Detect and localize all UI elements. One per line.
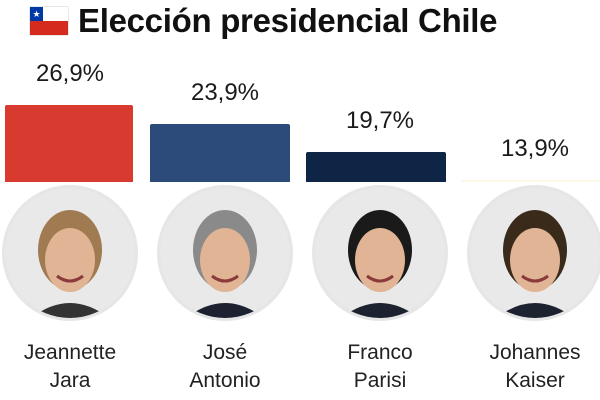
bar-2 [306, 152, 446, 182]
candidate-name: Johannes [489, 341, 581, 364]
candidate-portrait [467, 185, 600, 321]
bar-3 [461, 180, 600, 182]
bar-1 [150, 124, 290, 182]
candidate-portrait [2, 185, 138, 321]
candidate-name: José [202, 341, 248, 364]
candidate-portrait [312, 185, 448, 321]
title-text: Elección presidencial Chile [78, 2, 498, 39]
candidate-name: Kaiser [505, 369, 565, 392]
candidate-name: Jara [49, 369, 91, 392]
candidate-name: Franco [347, 341, 413, 364]
data-label: 19,7% [345, 107, 415, 135]
data-label: 26,9% [35, 59, 105, 87]
candidate-name: Parisi [353, 369, 407, 392]
bar-0 [5, 104, 133, 182]
candidate-name: Antonio [189, 369, 261, 392]
chile-flag-icon: ★ [30, 7, 68, 35]
candidate-portrait [157, 185, 293, 321]
chart-title: ★ Elección presidencial Chile [30, 2, 498, 40]
candidate-name: Jeannette [23, 341, 117, 364]
data-label: 13,9% [500, 135, 570, 162]
data-label: 23,9% [190, 79, 260, 107]
